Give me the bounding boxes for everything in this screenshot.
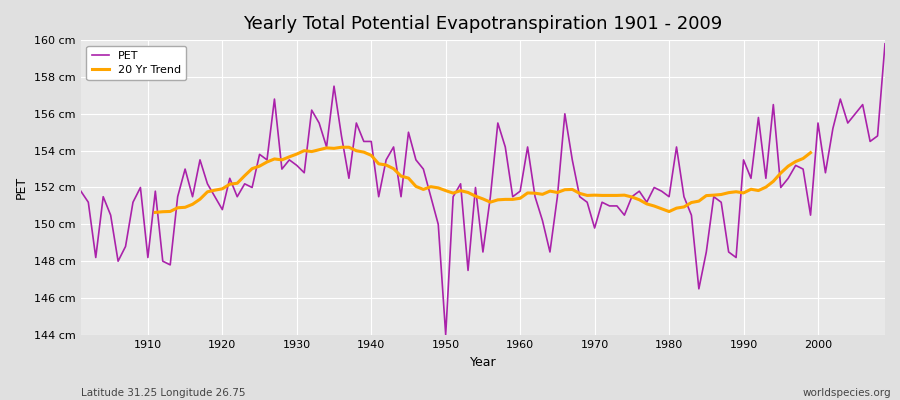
20 Yr Trend [806, 150, 816, 155]
PET [76, 189, 86, 194]
20 Yr Trend [284, 154, 294, 159]
PET [522, 144, 533, 149]
20 Yr Trend [150, 210, 161, 215]
20 Yr Trend [410, 184, 421, 189]
Title: Yearly Total Potential Evapotranspiration 1901 - 2009: Yearly Total Potential Evapotranspiratio… [243, 15, 723, 33]
X-axis label: Year: Year [470, 356, 496, 369]
Y-axis label: PET: PET [15, 176, 28, 199]
PET [879, 41, 890, 46]
20 Yr Trend [232, 181, 243, 186]
20 Yr Trend [738, 190, 749, 195]
Text: Latitude 31.25 Longitude 26.75: Latitude 31.25 Longitude 26.75 [81, 388, 246, 398]
PET [515, 189, 526, 194]
Legend: PET, 20 Yr Trend: PET, 20 Yr Trend [86, 46, 186, 80]
20 Yr Trend [217, 186, 228, 191]
PET [612, 204, 623, 208]
Line: 20 Yr Trend: 20 Yr Trend [156, 147, 811, 212]
20 Yr Trend [492, 198, 503, 202]
20 Yr Trend [336, 145, 346, 150]
Line: PET: PET [81, 44, 885, 335]
PET [135, 185, 146, 190]
PET [440, 332, 451, 337]
PET [344, 176, 355, 181]
PET [299, 170, 310, 175]
Text: worldspecies.org: worldspecies.org [803, 388, 891, 398]
